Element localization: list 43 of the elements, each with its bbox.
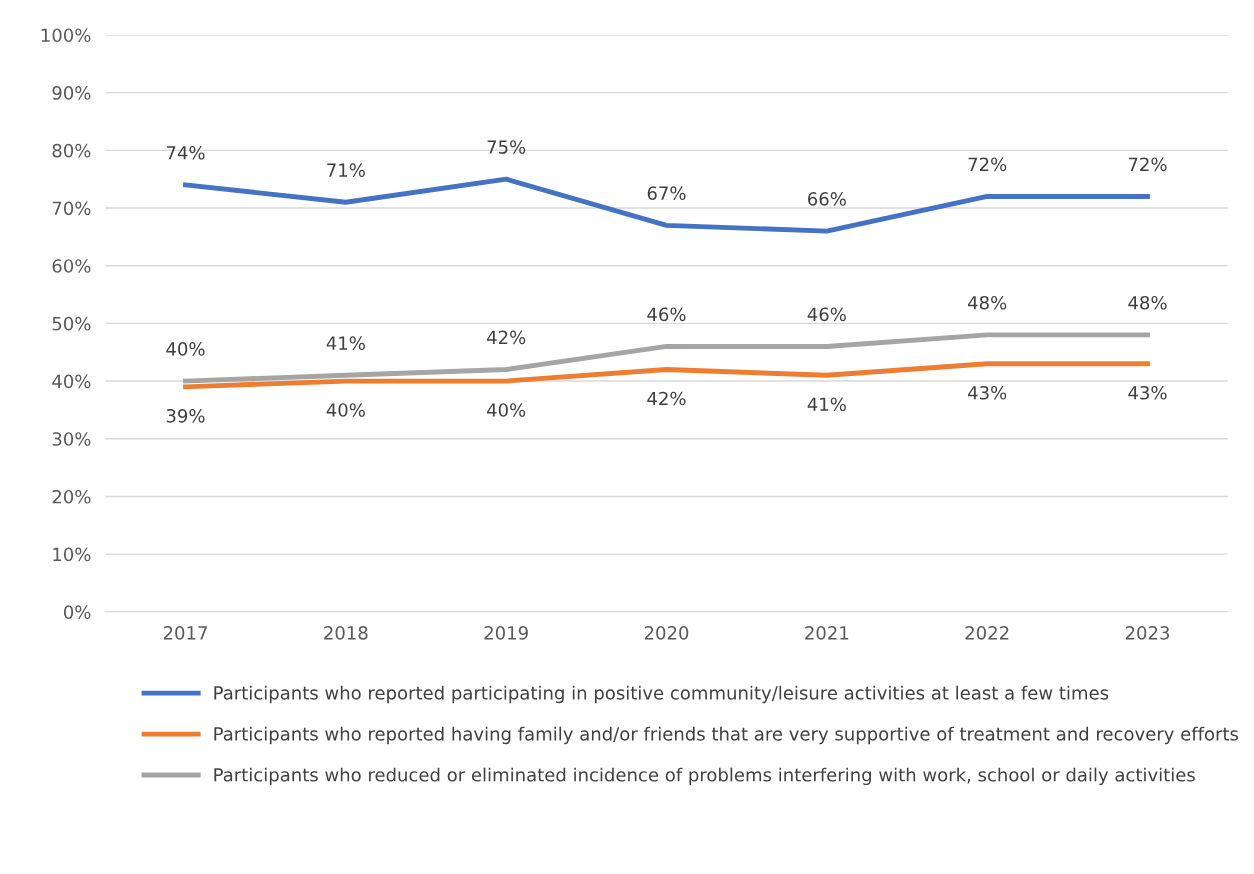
data-label: 46%	[647, 307, 686, 322]
x-tick-label: 2018	[324, 626, 368, 640]
y-tick-label: 90%	[52, 86, 91, 100]
data-label: 48%	[1128, 295, 1167, 310]
data-label: 40%	[326, 403, 365, 417]
x-tick-label: 2021	[805, 626, 849, 640]
x-tick-label: 2019	[484, 626, 528, 640]
data-label: 42%	[486, 330, 526, 345]
x-tick-label: 2017	[163, 626, 207, 640]
legend-label: Participants who reduced or eliminated incidence of problems interfering with work, school or daily activities	[214, 767, 1195, 786]
data-label: 40%	[486, 403, 526, 417]
legend-label: Participants who reported participating in positive community/leisure activities at least a few times	[214, 685, 1109, 704]
data-label: 72%	[968, 157, 1007, 172]
data-label: 75%	[487, 140, 526, 154]
data-label: 48%	[967, 295, 1007, 310]
data-label: 39%	[166, 408, 205, 423]
y-tick-label: 20%	[52, 489, 91, 504]
x-tick-label: 2020	[644, 626, 689, 640]
y-tick-label: 70%	[52, 201, 91, 216]
x-tick-label: 2022	[965, 626, 1009, 640]
data-label: 66%	[808, 192, 846, 206]
y-tick-label: 80%	[52, 143, 91, 158]
data-label: 43%	[1128, 385, 1167, 400]
data-label: 40%	[166, 342, 205, 356]
data-label: 41%	[807, 397, 846, 412]
y-tick-label: 0%	[63, 605, 91, 619]
data-label: 41%	[326, 336, 365, 350]
data-label: 72%	[1128, 157, 1167, 172]
line-series	[183, 176, 1150, 234]
data-label: 74%	[166, 145, 205, 160]
legend-label: Participants who reported having family and/or friends that are very supportive of treatment and recovery efforts	[214, 726, 1239, 745]
data-label: 43%	[967, 385, 1007, 400]
x-tick-label: 2023	[1125, 626, 1170, 640]
data-label: 42%	[647, 391, 686, 406]
data-label: 67%	[647, 186, 686, 200]
y-tick-label: 40%	[52, 374, 91, 389]
y-tick-label: 50%	[52, 316, 91, 331]
y-tick-label: 100%	[41, 28, 91, 43]
data-label: 71%	[327, 163, 365, 177]
y-tick-label: 60%	[52, 259, 91, 273]
y-tick-label: 30%	[52, 432, 91, 446]
y-tick-label: 10%	[53, 547, 91, 562]
data-label: 46%	[807, 307, 846, 322]
